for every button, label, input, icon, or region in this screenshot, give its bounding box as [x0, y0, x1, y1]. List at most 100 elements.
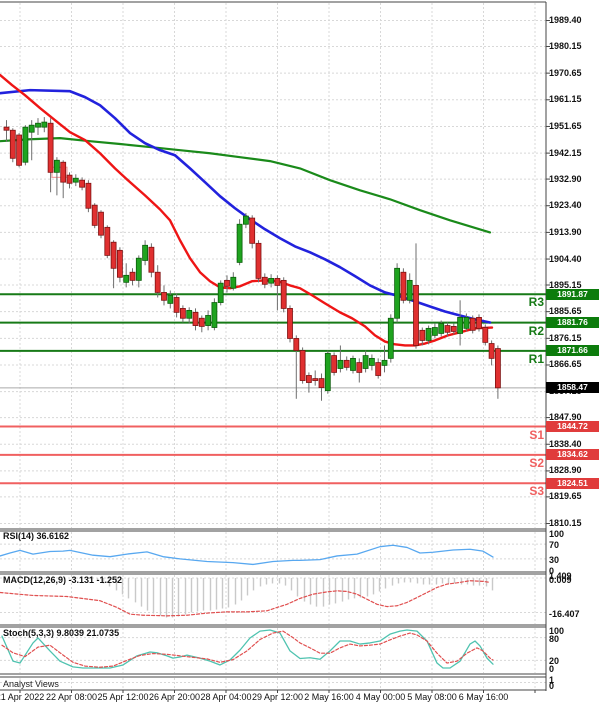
- stoch-scale-label: 100: [549, 626, 565, 636]
- candlestick-bullish: [406, 279, 413, 301]
- candlestick-bullish: [22, 126, 29, 163]
- macd-signal-line: [0, 580, 491, 617]
- s3-level-label: S3: [529, 484, 544, 499]
- s1-price-badge: 1844.72: [546, 421, 599, 433]
- time-axis-label: 4 May 00:00: [355, 692, 406, 702]
- macd-indicator-label: MACD(12,26,9) -3.131 -1.252: [3, 575, 123, 585]
- r2-price-badge: 1881.76: [546, 317, 599, 329]
- price-axis-label: 1895.15: [549, 279, 582, 290]
- candlestick-bearish: [249, 217, 256, 244]
- candlestick-bearish: [104, 226, 111, 256]
- macd-scale-label: -16.407: [549, 608, 580, 619]
- time-axis-label: 25 Apr 12:00: [97, 692, 149, 702]
- candlestick-bearish: [482, 327, 489, 343]
- candlestick-bullish: [457, 317, 464, 334]
- candlestick-bearish: [117, 249, 123, 278]
- candlestick-bearish: [173, 297, 180, 313]
- rsi-indicator-label: RSI(14) 36.6162: [3, 531, 70, 541]
- time-axis-label: 2 May 16:00: [304, 692, 354, 702]
- candlestick-bearish: [419, 329, 426, 341]
- candlestick-bearish: [198, 317, 205, 327]
- macd-scale-label: 1.409: [549, 571, 572, 582]
- rsi-line: [0, 544, 494, 566]
- price-axis-label: 1913.90: [549, 226, 582, 237]
- rsi-scale-label: 0: [549, 566, 555, 576]
- candlestick-bullish: [35, 122, 41, 128]
- stoch-indicator-label: Stoch(5,3,3) 9.8039 21.0735: [3, 628, 120, 638]
- time-axis-label: 29 Apr 12:00: [251, 692, 304, 702]
- price-axis-label: 1989.40: [549, 15, 582, 26]
- candlestick-bullish: [135, 257, 142, 281]
- candlestick-bearish: [9, 129, 16, 159]
- price-axis-label: 1932.90: [549, 173, 582, 184]
- candlestick-bullish: [324, 352, 331, 392]
- price-axis-label: 1961.15: [549, 94, 582, 105]
- ma-green-line: [0, 136, 492, 234]
- candlestick-bullish: [438, 323, 445, 334]
- candlestick-bearish: [287, 308, 293, 339]
- analyst-views-label: Analyst Views: [3, 678, 59, 689]
- candlestick-bearish: [280, 279, 287, 309]
- candlestick-bearish: [129, 271, 136, 281]
- rsi-scale-label: 70: [549, 540, 560, 551]
- candlestick-bearish: [224, 279, 230, 287]
- candlestick-bearish: [47, 122, 54, 173]
- candlestick-bearish: [469, 317, 476, 331]
- rsi-scale-label: 30: [549, 554, 560, 565]
- candlestick-bearish: [343, 359, 350, 368]
- r1-price-badge: 1871.66: [546, 345, 599, 357]
- candlestick-bullish: [387, 317, 394, 359]
- candlestick-bearish: [476, 317, 482, 329]
- rsi-scale-label: 100: [549, 529, 565, 539]
- time-axis-label: 22 Apr 08:00: [45, 692, 98, 702]
- candlestick-bullish: [236, 223, 243, 263]
- candlestick-bearish: [444, 325, 451, 333]
- candlestick-bullish: [242, 215, 249, 225]
- time-axis-label: 26 Apr 20:00: [148, 692, 201, 702]
- candlestick-bullish: [268, 278, 275, 284]
- candlestick-bearish: [356, 362, 363, 373]
- candlestick-bearish: [400, 271, 407, 301]
- candlestick-bearish: [79, 179, 85, 188]
- analyst-scale-label: 1: [549, 675, 555, 685]
- candlestick-bullish: [72, 177, 79, 183]
- candlestick-bullish: [394, 267, 401, 319]
- r2-level-label: R2: [528, 323, 544, 338]
- candlestick-bearish: [450, 325, 457, 332]
- candlestick-bullish: [28, 124, 35, 133]
- stoch-scale-label: 80: [549, 633, 560, 644]
- candlestick-bearish: [60, 161, 67, 183]
- candlestick-bullish: [337, 359, 344, 369]
- candlestick-bearish: [154, 271, 161, 293]
- candlestick-bullish: [230, 276, 237, 289]
- price-axis-label: 1942.15: [549, 147, 582, 158]
- price-axis-label: 1951.65: [549, 120, 582, 131]
- candlestick-bullish: [205, 315, 212, 326]
- candlestick-bearish: [85, 182, 92, 209]
- stoch-k-line: [1, 629, 494, 669]
- r3-price-badge: 1891.87: [546, 288, 599, 300]
- stoch-scale-label: 0: [549, 664, 555, 674]
- price-axis-label: 1904.40: [549, 253, 582, 264]
- candlestick-bullish: [186, 309, 193, 319]
- time-axis-label: 6 May 16:00: [458, 692, 509, 702]
- candlestick-bearish: [16, 134, 23, 166]
- price-axis-label: 1847.90: [549, 412, 582, 423]
- price-axis-label: 1819.65: [549, 491, 582, 502]
- macd-scale-label: 0.009: [549, 575, 572, 585]
- candlestick-bullish: [41, 121, 48, 128]
- candlestick-bullish: [123, 274, 130, 283]
- candlestick-bullish: [425, 327, 432, 341]
- candlestick-bearish: [148, 246, 155, 273]
- ma-red-line: [0, 73, 494, 347]
- candlestick-bullish: [350, 357, 356, 371]
- candlestick-bearish: [488, 343, 495, 359]
- candlestick-bearish: [98, 211, 104, 236]
- time-axis-label: 5 May 08:00: [407, 692, 457, 702]
- s2-level-label: S2: [529, 455, 544, 470]
- candlestick-bearish: [255, 242, 262, 279]
- price-axis-label: 1923.40: [549, 200, 582, 211]
- s3-price-badge: 1824.51: [546, 477, 599, 489]
